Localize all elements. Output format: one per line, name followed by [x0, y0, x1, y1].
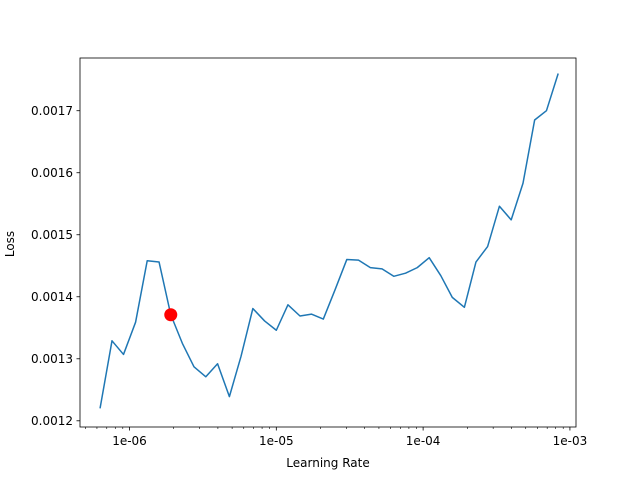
y-axis-label: Loss: [3, 231, 17, 257]
x-axis: 1e-06 1e-05 1e-04 1e-03: [85, 427, 587, 448]
y-axis: 0.0012 0.0013 0.0014 0.0015 0.0016 0.0017: [31, 104, 80, 428]
y-tick-label: 0.0014: [31, 290, 73, 304]
x-tick-label: 1e-06: [112, 434, 147, 448]
x-tick-label: 1e-03: [553, 434, 588, 448]
y-tick-label: 0.0012: [31, 414, 73, 428]
y-tick-label: 0.0016: [31, 166, 73, 180]
axes-frame: [79, 57, 577, 428]
y-tick-label: 0.0013: [31, 352, 73, 366]
y-tick-label: 0.0015: [31, 228, 73, 242]
y-tick-label: 0.0017: [31, 104, 73, 118]
suggested-lr-point: [164, 308, 178, 322]
series-line-0: [99, 73, 559, 409]
x-axis-label: Learning Rate: [286, 456, 369, 470]
x-tick-label: 1e-05: [259, 434, 294, 448]
plot-area: [79, 57, 577, 428]
x-tick-label: 1e-04: [406, 434, 441, 448]
